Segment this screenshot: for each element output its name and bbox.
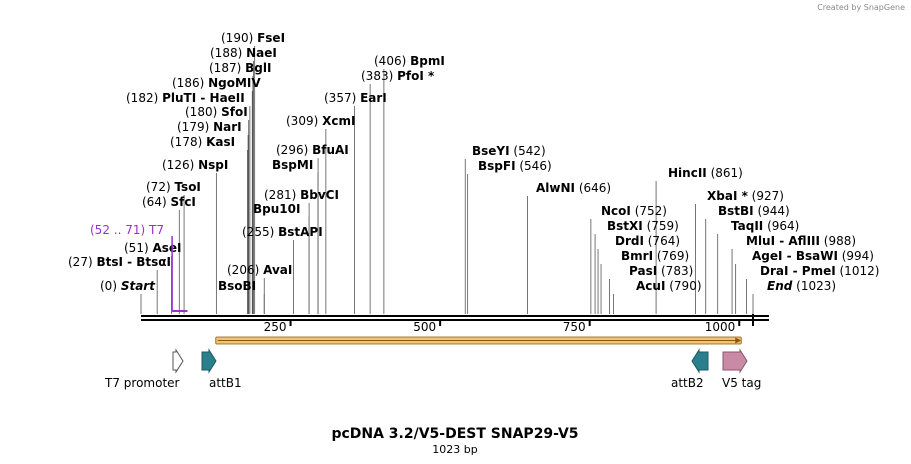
site-label-acui[interactable]: AcuI (790) <box>636 279 702 293</box>
tick-label-1000: 1000 <box>705 320 736 334</box>
site-label-taqii[interactable]: TaqII (964) <box>731 219 799 233</box>
site-label-bmri[interactable]: BmrI (769) <box>621 249 689 263</box>
map-title: pcDNA 3.2/V5-DEST SNAP29-V5 <box>331 426 578 442</box>
site-label-bpmi[interactable]: (406) BpmI <box>374 54 445 68</box>
site-label-avai[interactable]: (206) AvaI <box>227 263 292 277</box>
feature-label-v5-tag: V5 tag <box>722 376 761 390</box>
feature-label-attb2: attB2 <box>671 376 704 390</box>
site-label-xbai[interactable]: XbaI * (927) <box>707 189 784 203</box>
tick-label-250: 250 <box>264 320 287 334</box>
site-label-sfci[interactable]: (64) SfcI <box>142 195 196 209</box>
feature-arrow-attb2[interactable] <box>691 348 709 374</box>
site-label-bfuai[interactable]: (296) BfuAI <box>276 143 349 157</box>
site-label-bstbi[interactable]: BstBI (944) <box>718 204 790 218</box>
site-label-naei[interactable]: (188) NaeI <box>210 46 277 60</box>
feature-arrow-v5-tag[interactable] <box>722 348 748 374</box>
site-label-bspfi[interactable]: BspFI (546) <box>478 159 552 173</box>
site-label-tsoi[interactable]: (72) TsoI <box>146 180 201 194</box>
site-label-end[interactable]: End (1023) <box>767 279 836 293</box>
site-label-start[interactable]: (0) Start <box>100 279 156 293</box>
site-label-asei[interactable]: (51) AseI <box>124 241 182 255</box>
feature-arrow-attb1[interactable] <box>201 348 217 374</box>
site-label-ncoi[interactable]: NcoI (752) <box>601 204 667 218</box>
site-label-nari[interactable]: (179) NarI <box>177 120 242 134</box>
site-label-alwni[interactable]: AlwNI (646) <box>536 181 611 195</box>
site-label-bseyi[interactable]: BseYI (542) <box>472 144 546 158</box>
site-label-bgli[interactable]: (187) BglI <box>209 61 271 75</box>
feature-label-t7-promoter: T7 promoter <box>104 376 180 390</box>
site-label-nspi[interactable]: (126) NspI <box>162 158 228 172</box>
site-label-bpu10i[interactable]: Bpu10I <box>253 202 300 216</box>
site-label-mlui-afliii[interactable]: MluI - AflIII (988) <box>746 234 856 248</box>
site-label-sfoi[interactable]: (180) SfoI <box>185 105 248 119</box>
site-label-fsei[interactable]: (190) FseI <box>221 31 285 45</box>
site-label-eari[interactable]: (357) EarI <box>324 91 387 105</box>
site-label-ngomiv[interactable]: (186) NgoMIV <box>172 76 261 90</box>
site-label-drdi[interactable]: DrdI (764) <box>615 234 680 248</box>
site-label-pfoi[interactable]: (383) PfoI * <box>361 69 435 83</box>
site-label-pluti-haeii[interactable]: (182) PluTI - HaeII <box>126 91 245 105</box>
site-label-bbvci[interactable]: (281) BbvCI <box>264 188 339 202</box>
site-label-agei-bsawi[interactable]: AgeI - BsaWI (994) <box>752 249 874 263</box>
site-label-kasi[interactable]: (178) KasI <box>170 135 235 149</box>
tick-label-500: 500 <box>413 320 436 334</box>
primer-label[interactable]: (52 .. 71) T7 <box>90 223 164 237</box>
site-label-bsobi[interactable]: BsoBI <box>218 279 256 293</box>
site-label-hincii[interactable]: HincII (861) <box>668 166 743 180</box>
site-label-pasi[interactable]: PasI (783) <box>629 264 693 278</box>
site-label-bspmi[interactable]: BspMI <box>272 158 313 172</box>
tick-label-750: 750 <box>563 320 586 334</box>
site-label-drai-pmei[interactable]: DraI - PmeI (1012) <box>760 264 879 278</box>
feature-label-attb1: attB1 <box>209 376 242 390</box>
feature-arrow-t7-promoter[interactable] <box>172 348 184 374</box>
credit-text: Created by SnapGene <box>817 3 905 12</box>
site-label-btsi-bts-i[interactable]: (27) BtsI - BtsαI <box>68 255 171 269</box>
orf-arrowhead <box>735 337 742 344</box>
site-label-bstapi[interactable]: (255) BstAPI <box>242 225 323 239</box>
map-length: 1023 bp <box>432 443 477 456</box>
site-label-bstxi[interactable]: BstXI (759) <box>607 219 679 233</box>
site-label-xcmi[interactable]: (309) XcmI <box>286 114 355 128</box>
